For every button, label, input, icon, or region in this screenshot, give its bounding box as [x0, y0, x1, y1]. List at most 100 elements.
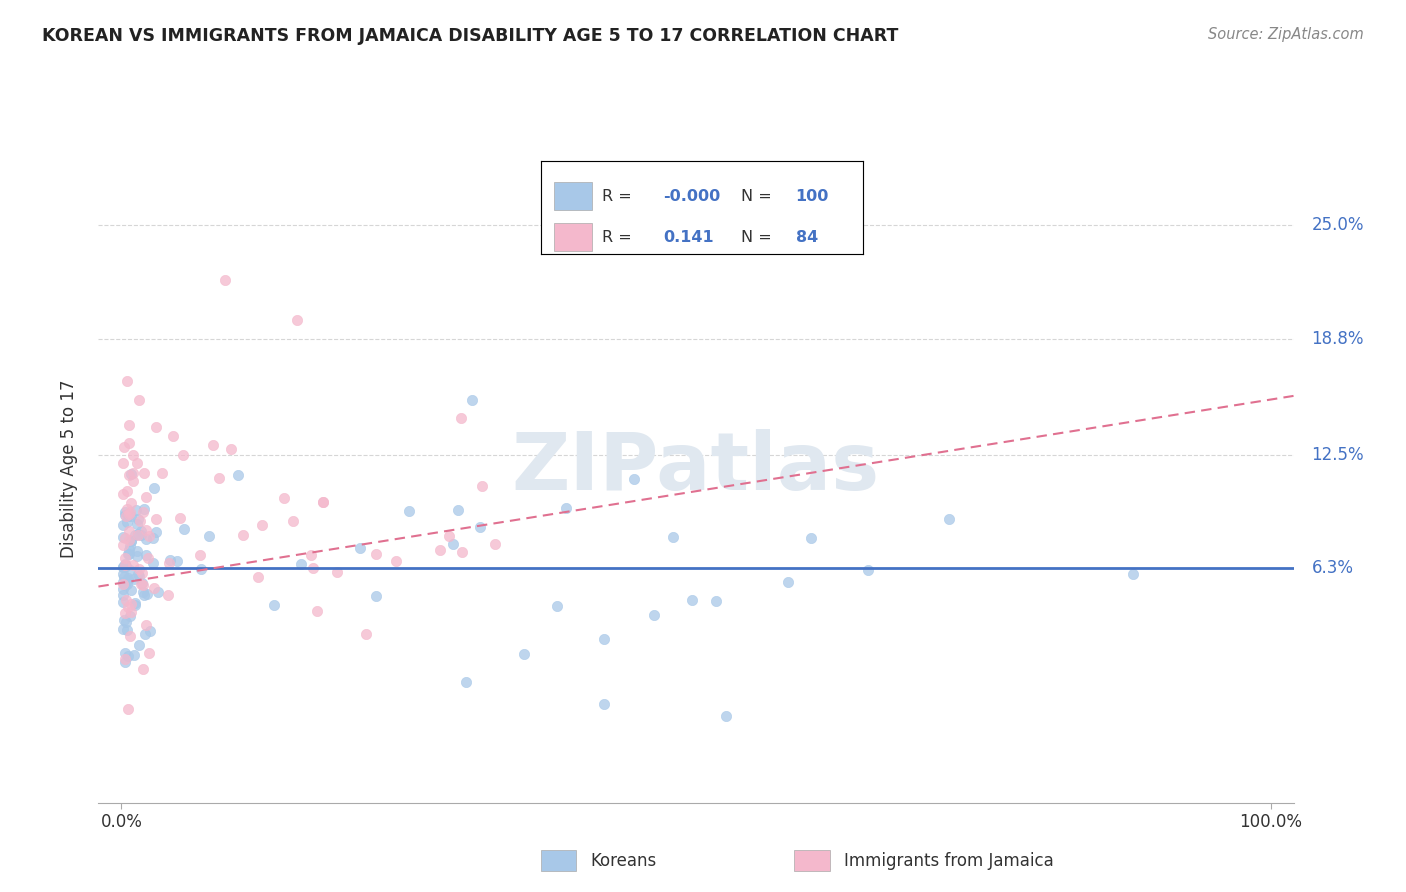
Point — [305, 604, 328, 618]
Point — [122, 648, 145, 663]
Point — [143, 581, 166, 595]
Point — [128, 392, 150, 407]
Point — [232, 528, 254, 542]
Point — [120, 534, 142, 549]
Point — [114, 655, 136, 669]
Point — [326, 565, 349, 579]
Point — [364, 589, 387, 603]
Point — [117, 571, 139, 585]
Point — [114, 505, 136, 519]
Point — [111, 530, 134, 544]
Y-axis label: Disability Age 5 to 17: Disability Age 5 to 17 — [59, 379, 77, 558]
Point — [127, 527, 149, 541]
Point — [643, 607, 665, 622]
Point — [546, 599, 568, 613]
Point — [111, 577, 134, 591]
Point — [120, 605, 142, 619]
Point — [120, 495, 142, 509]
Point — [364, 547, 387, 561]
Point — [385, 554, 408, 568]
Point — [114, 615, 136, 629]
Point — [800, 531, 823, 545]
Point — [127, 456, 149, 470]
Point — [118, 543, 141, 558]
Point — [129, 527, 152, 541]
Point — [118, 505, 141, 519]
Point — [157, 556, 180, 570]
Point — [115, 623, 138, 637]
Point — [208, 471, 231, 485]
Point — [114, 508, 136, 522]
Point — [273, 491, 295, 505]
Point — [120, 608, 142, 623]
Point — [593, 632, 616, 646]
Point — [114, 652, 136, 666]
Point — [135, 548, 157, 562]
Point — [228, 467, 250, 482]
Point — [447, 503, 470, 517]
Point — [134, 588, 156, 602]
Point — [120, 597, 142, 611]
Point — [139, 624, 162, 638]
Point — [121, 466, 143, 480]
Point — [121, 474, 143, 488]
Point — [114, 606, 136, 620]
Point — [117, 548, 139, 562]
Point — [471, 479, 494, 493]
Point — [938, 512, 960, 526]
Point — [122, 448, 145, 462]
Point — [114, 557, 136, 571]
Text: Source: ZipAtlas.com: Source: ZipAtlas.com — [1208, 27, 1364, 42]
Point — [127, 527, 149, 541]
Point — [776, 575, 799, 590]
Point — [124, 595, 146, 609]
Point — [135, 523, 157, 537]
Point — [112, 570, 135, 584]
Point — [173, 523, 195, 537]
Point — [555, 501, 578, 516]
Text: KOREAN VS IMMIGRANTS FROM JAMAICA DISABILITY AGE 5 TO 17 CORRELATION CHART: KOREAN VS IMMIGRANTS FROM JAMAICA DISABI… — [42, 27, 898, 45]
Point — [111, 560, 134, 574]
Point — [299, 548, 322, 562]
Text: -0.000: -0.000 — [664, 188, 720, 203]
Point — [111, 487, 134, 501]
Point — [111, 560, 134, 574]
Point — [115, 374, 138, 388]
Point — [125, 502, 148, 516]
Point — [124, 528, 146, 542]
Point — [120, 583, 142, 598]
Point — [127, 567, 149, 582]
Point — [120, 467, 142, 481]
Point — [112, 538, 135, 552]
Point — [124, 598, 146, 612]
Point — [143, 482, 166, 496]
Point — [128, 569, 150, 583]
Point — [214, 273, 236, 287]
Point — [118, 533, 141, 547]
Point — [166, 554, 188, 568]
Point — [127, 543, 149, 558]
Point — [858, 563, 880, 577]
Text: ZIPatlas: ZIPatlas — [512, 429, 880, 508]
Text: 0.141: 0.141 — [664, 230, 714, 245]
Point — [247, 570, 270, 584]
Point — [593, 698, 616, 712]
Point — [290, 557, 312, 571]
Point — [138, 529, 160, 543]
Point — [461, 392, 484, 407]
Point — [125, 516, 148, 531]
Point — [111, 518, 134, 533]
Point — [188, 548, 211, 562]
Point — [219, 442, 242, 456]
Point — [429, 542, 451, 557]
Point — [112, 440, 135, 454]
Point — [132, 505, 155, 519]
Point — [120, 508, 142, 523]
Point — [111, 588, 134, 602]
Point — [312, 495, 335, 509]
Point — [118, 564, 141, 578]
Point — [145, 512, 167, 526]
Point — [135, 490, 157, 504]
Point — [114, 558, 136, 572]
Point — [111, 582, 134, 596]
